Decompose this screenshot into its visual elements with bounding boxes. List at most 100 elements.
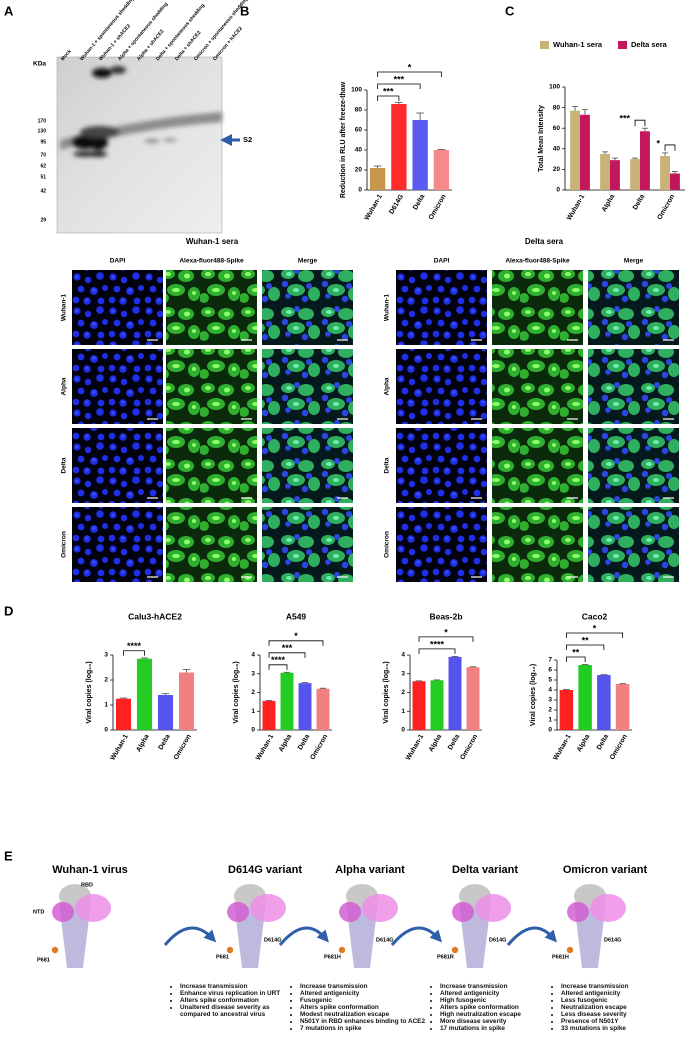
spike-ntd <box>567 902 589 922</box>
chart-title: Caco2 <box>582 611 608 621</box>
micrograph <box>166 507 257 582</box>
row-label: Delta <box>384 457 391 473</box>
x-tick-label: Delta <box>447 733 461 751</box>
row-label: Omicron <box>384 531 391 558</box>
furin-site <box>338 946 346 954</box>
bar <box>578 665 592 730</box>
feature-item: Less disease severity <box>561 1011 679 1018</box>
panel-label: B <box>240 3 249 18</box>
kda-label: KDa <box>33 61 46 68</box>
micrograph <box>588 270 679 345</box>
feature-item: 17 mutations in spike <box>440 1025 558 1032</box>
bar <box>466 667 480 730</box>
y-tick-label: 4 <box>548 687 552 694</box>
y-tick-label: 1 <box>548 717 552 724</box>
feature-item: Altered antigenicity <box>440 990 558 997</box>
bar <box>430 680 444 730</box>
bar <box>157 695 174 730</box>
y-axis-label: Reduction in RLU after freeze-thaw <box>340 81 347 198</box>
x-tick-label: Delta <box>297 733 311 751</box>
variant-arrows <box>163 926 557 946</box>
kda-marker: 170 <box>38 118 47 124</box>
bar <box>298 683 312 730</box>
bar <box>280 672 294 730</box>
micrograph <box>262 507 353 582</box>
micrograph <box>396 270 487 345</box>
legend-swatch <box>618 41 627 49</box>
y-tick-label: 0 <box>556 187 560 194</box>
kda-marker: 62 <box>40 163 46 169</box>
significance-bracket <box>377 71 442 77</box>
spike-ntd <box>452 902 474 922</box>
kda-marker: 42 <box>40 188 46 194</box>
furin-site <box>566 946 574 954</box>
y-tick-label: 0 <box>358 187 362 194</box>
spike-ntd <box>339 902 361 922</box>
error-bar <box>602 151 609 154</box>
row-label: Delta <box>61 457 68 473</box>
panel-label: E <box>4 848 13 863</box>
spike-protein <box>51 884 111 968</box>
bar <box>369 168 386 190</box>
x-tick-label: Wuhan-1 <box>255 733 275 761</box>
significance-bracket <box>418 636 474 642</box>
significance-label: *** <box>394 74 405 84</box>
kda-marker: 51 <box>40 174 46 180</box>
x-tick-label: Alpha <box>601 193 617 213</box>
spike-rbd <box>250 894 286 922</box>
y-tick-label: 3 <box>104 652 108 659</box>
feature-item: Increase transmission <box>180 983 298 990</box>
x-tick-label: Delta <box>157 733 171 751</box>
x-tick-label: Wuhan-1 <box>405 733 425 761</box>
x-tick-label: Alpha <box>428 733 444 753</box>
y-tick-label: 5 <box>548 677 552 684</box>
significance-label: **** <box>127 641 142 651</box>
chart-title: A549 <box>286 611 307 621</box>
spike-protein <box>566 884 626 968</box>
feature-item: Enhance virus replication in URT <box>180 990 298 997</box>
y-tick-label: 4 <box>251 652 255 659</box>
error-bar <box>119 697 128 699</box>
y-tick-label: 1 <box>401 708 405 715</box>
row-label: Wuhan-1 <box>384 293 391 321</box>
y-tick-label: 3 <box>548 697 552 704</box>
feature-list: Increase transmissionAltered antigenicit… <box>553 983 679 1032</box>
kda-marker: 29 <box>40 217 46 223</box>
micrograph <box>492 428 583 503</box>
x-tick-label: Wuhan-1 <box>364 193 384 221</box>
spike-ntd <box>52 902 74 922</box>
row-label: Alpha <box>61 377 68 395</box>
error-bar <box>182 669 191 673</box>
channel-label: Merge <box>298 258 318 265</box>
error-bar <box>641 127 648 132</box>
bar <box>630 159 640 190</box>
significance-label: ** <box>572 647 580 657</box>
micrograph <box>588 428 679 503</box>
legend-label: Wuhan-1 sera <box>553 40 603 49</box>
blot-bands <box>60 66 222 157</box>
error-bar <box>632 157 639 160</box>
micrograph <box>492 349 583 424</box>
group-title: Delta sera <box>525 237 564 246</box>
x-tick-label: Omicron <box>428 193 448 221</box>
micrograph <box>396 349 487 424</box>
significance-bracket <box>377 95 400 101</box>
feature-item: Neutralization escape <box>561 1004 679 1011</box>
x-tick-label: Omicron <box>609 733 629 761</box>
bar <box>412 681 426 730</box>
error-bar <box>662 152 669 157</box>
error-bar <box>416 112 424 120</box>
bar <box>262 700 276 730</box>
x-tick-label: Delta <box>632 193 646 211</box>
error-bar <box>161 693 170 695</box>
feature-item: Unaltered disease severity as compared t… <box>180 1004 298 1018</box>
spike-rbd <box>362 894 398 922</box>
significance-bracket <box>565 644 605 650</box>
feature-item: Fusogenic <box>300 997 438 1004</box>
y-tick-label: 4 <box>401 652 405 659</box>
significance-bracket <box>565 656 586 662</box>
spike-label: P681R <box>437 954 454 960</box>
x-tick-label: Omicron <box>459 733 479 761</box>
y-axis-label: Total Mean Intensity <box>538 105 545 172</box>
